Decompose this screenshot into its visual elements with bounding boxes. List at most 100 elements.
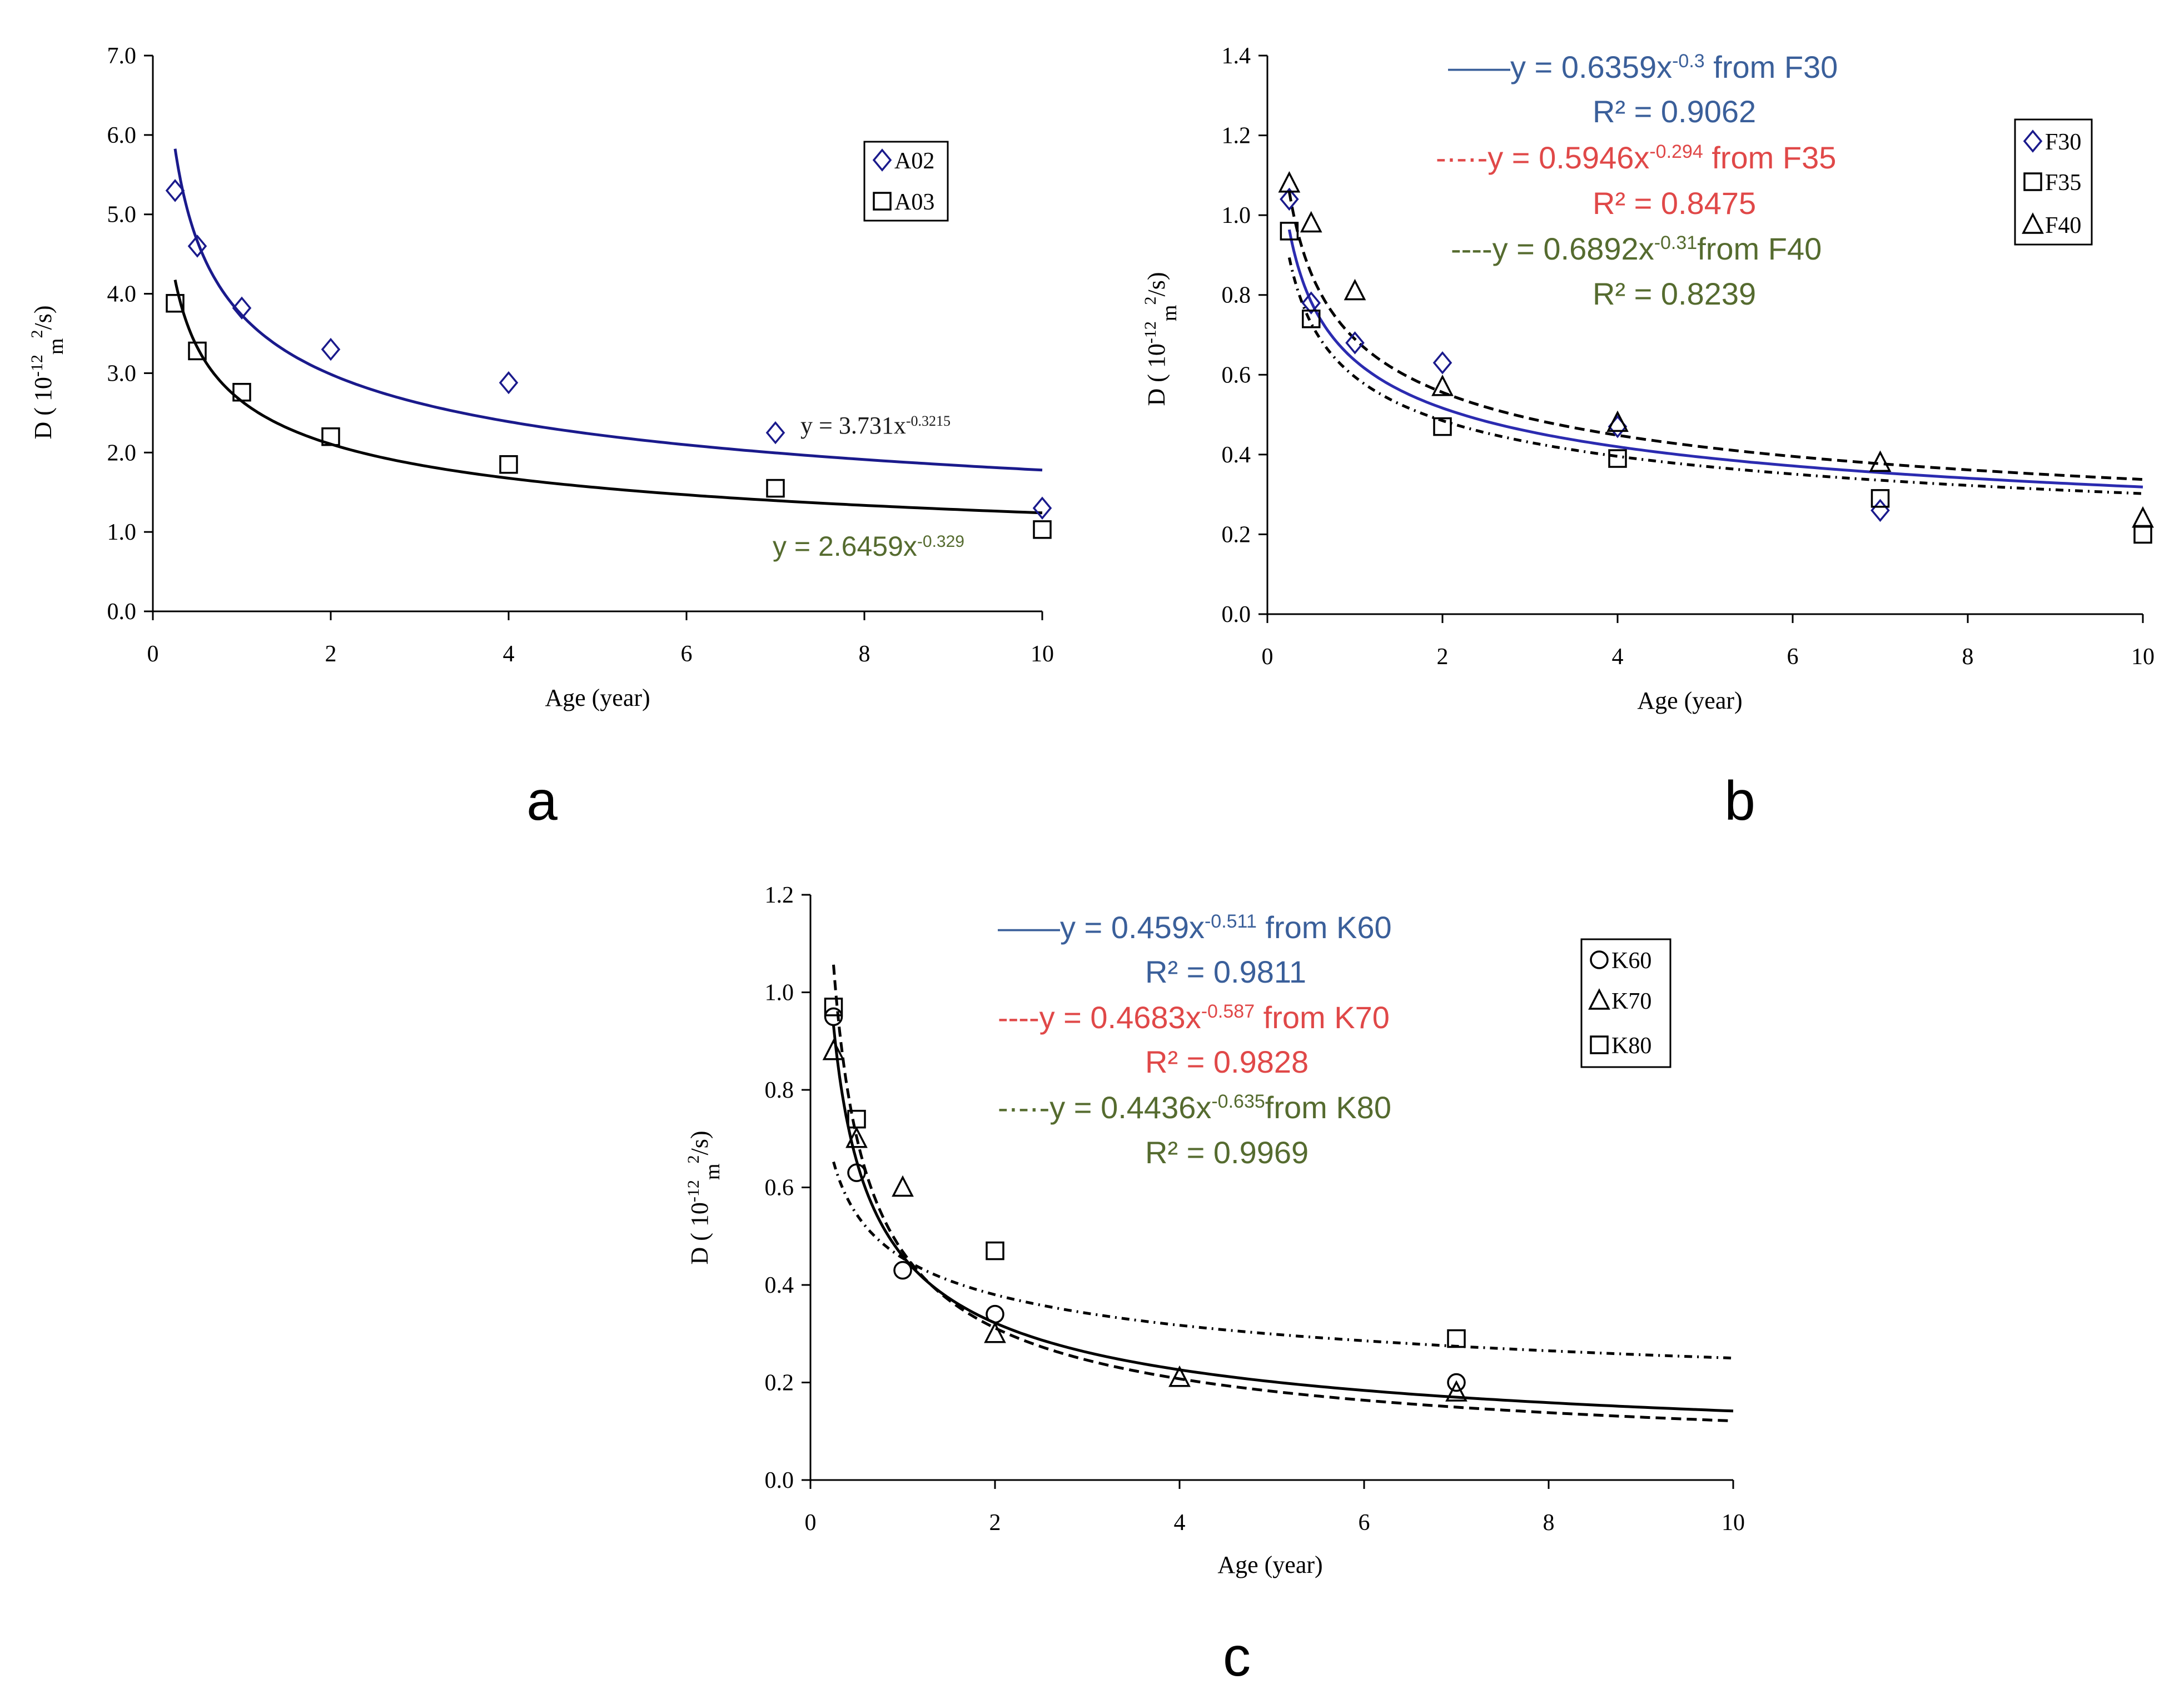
y-tick-label: 0.0	[1222, 602, 1251, 627]
y-axis-label: D ( 10-12m2/s)	[684, 1131, 725, 1265]
r-squared-label: R² = 0.9811	[1145, 954, 1306, 989]
data-point-k70	[1168, 1365, 1191, 1387]
equation-label: ——y = 0.459x-0.511 from K60	[998, 910, 1392, 945]
equation-label: y = 2.6459x-0.329	[773, 531, 964, 562]
y-tick-label: 5.0	[107, 202, 137, 228]
data-point-f40	[1300, 211, 1322, 233]
data-point-f30	[1345, 331, 1365, 355]
x-axis-label: Age (year)	[1637, 687, 1742, 714]
panel-label-b: b	[1724, 770, 1755, 832]
y-tick-label: 0.0	[765, 1468, 794, 1493]
data-point-f35	[1433, 417, 1452, 436]
legend-label-k70: K70	[1611, 989, 1651, 1014]
legend-label-k80: K80	[1611, 1033, 1651, 1059]
data-point-a02	[1032, 496, 1052, 520]
equation-label: -·-·-y = 0.5946x-0.294 from F35	[1436, 140, 1836, 175]
legend-marker-k80	[1590, 1035, 1609, 1054]
legend-label-f30: F30	[2045, 129, 2081, 155]
y-tick-label: 0.2	[1222, 522, 1251, 547]
x-tick-label: 10	[1722, 1510, 1745, 1536]
legend-label-f40: F40	[2045, 213, 2081, 238]
x-tick-label: 4	[1612, 644, 1624, 670]
data-point-k60	[986, 1304, 1004, 1324]
data-point-k80	[986, 1241, 1004, 1260]
y-tick-label: 0.2	[765, 1371, 794, 1396]
data-point-a02	[232, 296, 252, 320]
data-point-f35	[1302, 310, 1321, 328]
data-point-f40	[1431, 375, 1454, 396]
data-point-f40	[1344, 278, 1366, 301]
legend-label-f35: F35	[2045, 170, 2081, 196]
x-tick-label: 4	[503, 641, 515, 667]
data-point-f30	[1301, 291, 1321, 315]
y-tick-label: 1.2	[1222, 123, 1251, 149]
chart-panel-c: 0.0 0.2 0.4 0.6 0.8 1.0 1.2 0 2 4 6 8 10 Age (year) D …	[684, 883, 1745, 1688]
x-axis-label: Age (year)	[545, 684, 650, 711]
x-tick-label: 0	[147, 641, 159, 667]
data-point-a03	[499, 455, 518, 474]
y-tick-label: 0.0	[107, 599, 137, 625]
legend-marker-f35	[2023, 172, 2042, 191]
r-squared-label: R² = 0.8239	[1593, 276, 1756, 311]
x-tick-label: 10	[1031, 641, 1054, 667]
x-tick-label: 2	[1437, 644, 1449, 670]
data-point-f35	[2133, 525, 2152, 544]
data-point-f40	[1278, 171, 1301, 193]
y-tick-label: 1.0	[765, 980, 794, 1006]
x-axis-label: Age (year)	[1217, 1551, 1322, 1578]
data-point-a03	[321, 427, 340, 446]
y-axis-label: D ( 10-12m2/s)	[1141, 272, 1182, 406]
legend-marker-k60	[1590, 950, 1609, 969]
r-squared-label: R² = 0.9969	[1145, 1135, 1309, 1170]
data-point-k70	[845, 1126, 868, 1148]
data-point-a03	[166, 293, 185, 313]
equation-label: ----y = 0.4683x-0.587 from K70	[998, 1000, 1390, 1035]
equation-label: ----y = 0.6892x-0.31from F40	[1451, 231, 1822, 266]
data-point-f40	[1869, 450, 1892, 472]
legend-label-k60: K60	[1611, 948, 1651, 974]
legend-marker-a02	[872, 148, 892, 172]
data-point-a03	[766, 479, 785, 498]
x-tick-label: 0	[1262, 644, 1273, 670]
panel-label-a: a	[526, 770, 558, 832]
y-tick-label: 1.4	[1222, 43, 1251, 69]
fit-line-k80	[832, 1161, 1734, 1360]
equation-label: ——y = 0.6359x-0.3 from F30	[1448, 49, 1838, 84]
panel-label-c: c	[1223, 1626, 1251, 1688]
data-point-f30	[1280, 187, 1299, 211]
chart-panel-a: 0.0 1.0 2.0 3.0 4.0 5.0 6.0 7.0 0 2 4 6 8 10 Age (year…	[28, 43, 1054, 832]
y-tick-label: 2.0	[107, 440, 137, 466]
data-point-k60	[824, 1007, 843, 1027]
x-tick-label: 8	[1962, 644, 1974, 670]
y-tick-label: 6.0	[107, 123, 137, 148]
data-point-a03	[188, 341, 207, 361]
fit-line-a02	[173, 148, 1043, 472]
x-tick-label: 6	[1359, 1510, 1370, 1536]
y-tick-label: 0.8	[765, 1078, 794, 1103]
x-tick-label: 8	[1543, 1510, 1555, 1536]
data-point-k80	[847, 1109, 866, 1129]
y-tick-label: 1.0	[1222, 203, 1251, 228]
legend-marker-a03	[873, 192, 892, 211]
equation-label: -·-·-y = 0.4436x-0.635from K80	[998, 1090, 1391, 1125]
y-tick-label: 7.0	[107, 43, 137, 69]
r-squared-label: R² = 0.9828	[1145, 1044, 1309, 1079]
data-point-a02	[321, 337, 341, 361]
y-axis-label: D ( 10-12m2/s)	[28, 306, 68, 440]
data-point-k60	[893, 1260, 912, 1280]
x-tick-label: 6	[1787, 644, 1799, 670]
data-point-k80	[1447, 1329, 1466, 1348]
legend-marker-f30	[2023, 129, 2043, 153]
r-squared-label: R² = 0.8475	[1593, 186, 1756, 221]
data-point-f35	[1870, 489, 1890, 508]
legend-marker-k70	[1588, 988, 1610, 1010]
y-tick-label: 3.0	[107, 361, 137, 386]
data-point-f40	[1606, 410, 1629, 432]
y-tick-label: 1.2	[765, 883, 794, 908]
x-tick-label: 2	[325, 641, 337, 667]
data-point-k70	[892, 1175, 914, 1197]
data-point-f40	[2132, 506, 2154, 528]
data-point-k70	[822, 1038, 845, 1060]
legend-box	[1580, 938, 1671, 1068]
data-point-a03	[1033, 520, 1052, 539]
